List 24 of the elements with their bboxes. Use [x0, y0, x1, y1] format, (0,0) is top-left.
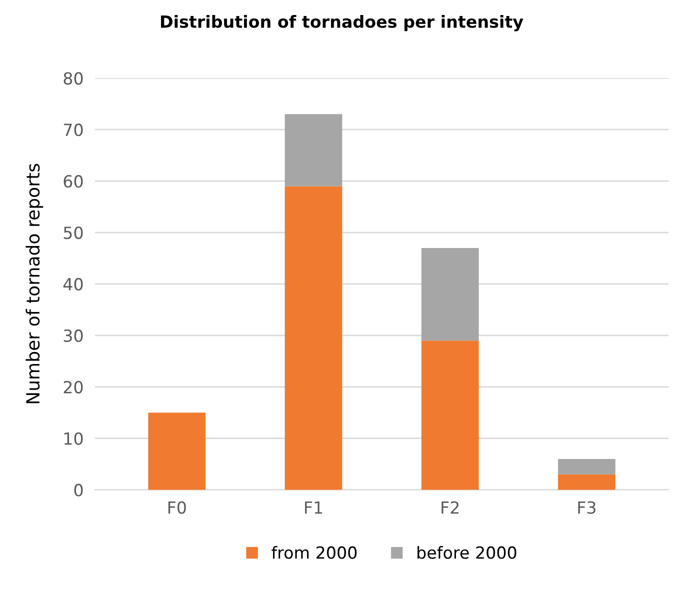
y-tick-label: 60 [64, 175, 83, 188]
y-tick-label: 0 [74, 484, 83, 496]
bar [558, 458, 616, 474]
bar [284, 186, 342, 490]
x-tick-label: F3 [578, 501, 596, 514]
y-tick-label: 70 [64, 124, 83, 136]
y-tick-label: 50 [64, 226, 83, 240]
y-tick-label: 80 [64, 72, 83, 85]
legend-label: before 2000 [418, 546, 516, 559]
chart-title: Distribution of tornadoes per intensity [161, 15, 524, 32]
bar [558, 474, 616, 490]
bar [148, 412, 206, 490]
legend-label: from 2000 [272, 546, 357, 559]
x-tick-label: F1 [305, 501, 322, 514]
x-tick-label: F2 [442, 501, 459, 514]
y-tick-label: 20 [64, 380, 83, 394]
bar [421, 340, 479, 490]
y-tick-label: 30 [64, 329, 83, 342]
y-tick-label: 40 [63, 278, 83, 291]
bar [421, 248, 479, 341]
bar [284, 114, 342, 186]
y-axis-title: Number of tornado reports [26, 164, 44, 404]
x-tick-label: F0 [168, 501, 186, 514]
y-tick-label: 10 [64, 432, 83, 445]
